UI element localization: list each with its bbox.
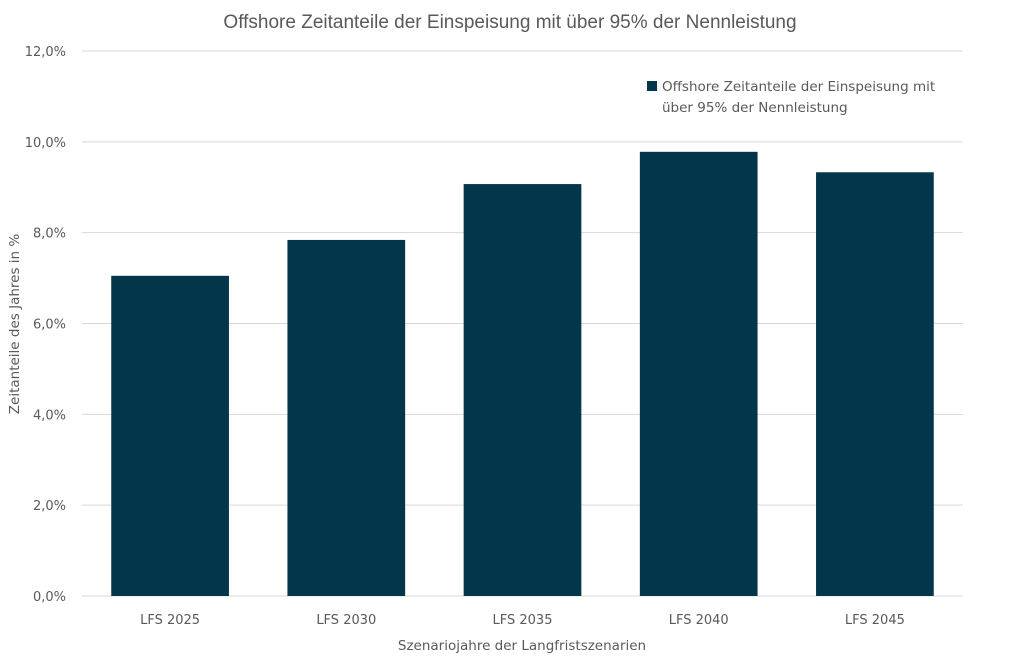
x-tick-label: LFS 2040 bbox=[669, 613, 729, 628]
legend: Offshore Zeitanteile der Einspeisung mit… bbox=[647, 79, 939, 116]
chart-title: Offshore Zeitanteile der Einspeisung mit… bbox=[223, 12, 796, 33]
bar bbox=[111, 275, 229, 596]
x-axis-label: Szenariojahre der Langfristszenarien bbox=[398, 638, 646, 654]
y-tick-label: 8,0% bbox=[33, 227, 66, 242]
y-axis-ticks: 0,0% 2,0% 4,0% 6,0% 8,0% 10,0% 12,0% bbox=[25, 45, 66, 605]
bar bbox=[287, 239, 406, 596]
bar bbox=[639, 151, 758, 596]
x-tick-label: LFS 2045 bbox=[845, 613, 905, 628]
y-axis-label: Zeitanteile des Jahres in % bbox=[7, 234, 23, 415]
bar bbox=[816, 172, 934, 596]
legend-label-line-2: über 95% der Nennleistung bbox=[662, 100, 848, 116]
bar bbox=[463, 184, 582, 596]
x-tick-label: LFS 2035 bbox=[493, 613, 553, 628]
y-tick-label: 2,0% bbox=[33, 499, 66, 514]
legend-swatch bbox=[647, 81, 657, 91]
y-tick-label: 4,0% bbox=[33, 408, 66, 423]
y-tick-label: 6,0% bbox=[33, 318, 66, 333]
legend-label-line-1: Offshore Zeitanteile der Einspeisung mit bbox=[662, 79, 935, 95]
y-tick-label: 12,0% bbox=[25, 45, 66, 60]
bars bbox=[111, 151, 934, 596]
y-tick-label: 10,0% bbox=[25, 136, 66, 151]
x-tick-label: LFS 2030 bbox=[316, 613, 376, 628]
x-tick-label: LFS 2025 bbox=[140, 613, 200, 628]
x-axis-ticks: LFS 2025 LFS 2030 LFS 2035 LFS 2040 LFS 2045 bbox=[140, 613, 905, 628]
y-tick-label: 0,0% bbox=[33, 590, 66, 605]
legend-label: Offshore Zeitanteile der Einspeisung mit… bbox=[662, 79, 939, 116]
